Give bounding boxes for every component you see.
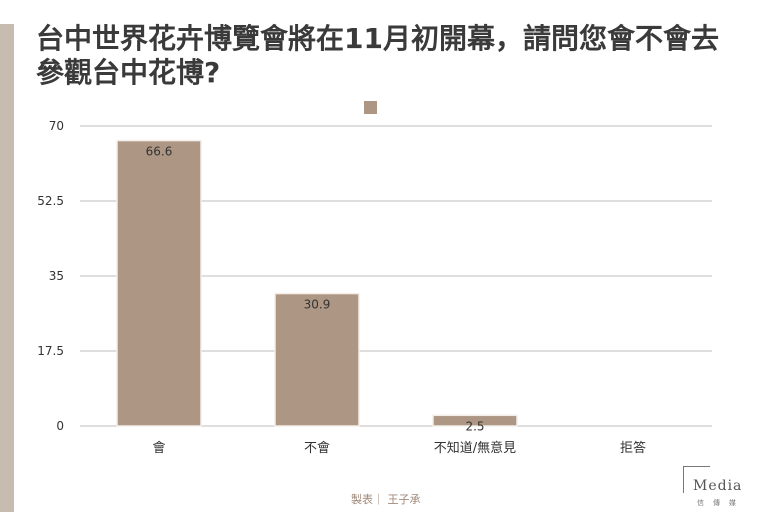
y-tick-label: 35 [49,269,64,283]
brand-bracket [683,466,710,493]
x-category-label: 不知道/無意見 [434,440,516,456]
chart-title: 台中世界花卉博覽會將在11月初開幕，請問您會不會去參觀台中花博? [36,22,719,89]
x-category-label: 不會 [304,441,330,456]
bar-value-label: 2.5 [465,419,484,433]
y-tick-label: 0 [56,419,64,433]
bar-value-label: 30.9 [304,298,331,312]
y-tick-label: 52.5 [37,194,64,208]
brand-sub: 信傳媒 [697,499,745,507]
brand-logo: Media 信傳媒 [683,466,765,510]
x-category-label: 會 [152,441,165,456]
bar [116,139,202,427]
x-category-label: 拒答 [620,440,646,456]
brand-word: Media [693,478,743,494]
left-accent-bar [0,24,14,512]
bar-value-label: 66.6 [146,145,173,159]
legend-swatch [364,101,377,114]
bar [274,292,360,427]
footer-credit: 製表｜ 王子承 [351,493,421,506]
bar [432,414,518,427]
y-tick-label: 70 [49,119,64,133]
y-tick-label: 17.5 [37,344,64,358]
